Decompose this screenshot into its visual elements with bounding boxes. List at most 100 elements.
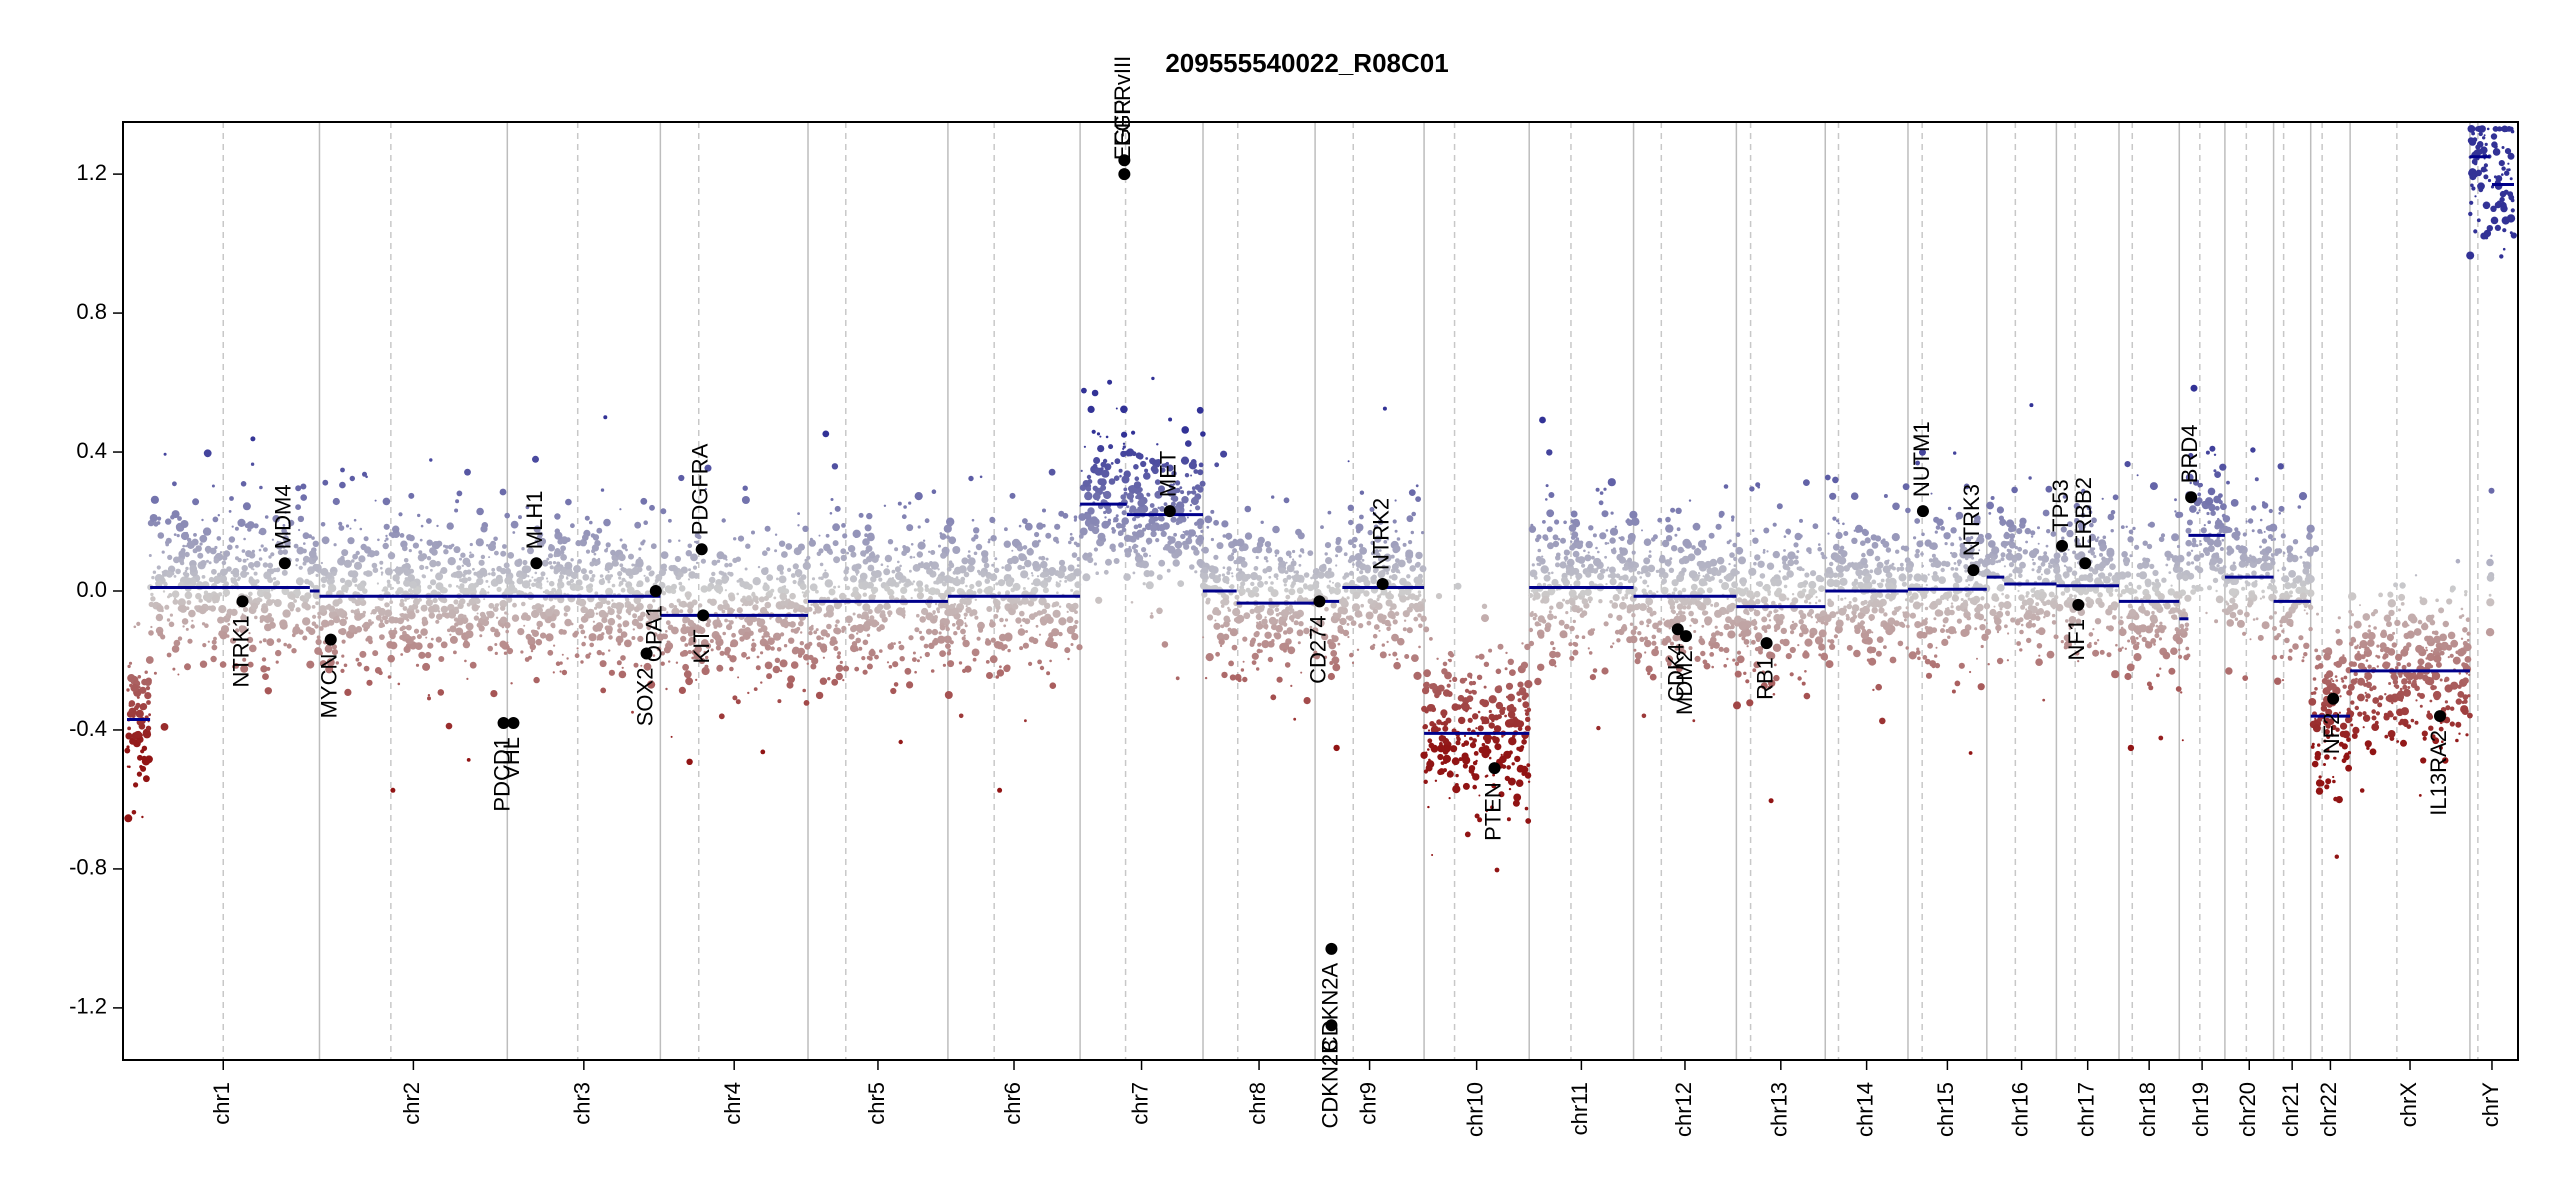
probe-point [1258,623,1264,629]
probe-point [228,510,232,513]
probe-point [510,682,513,685]
probe-point [845,585,851,591]
probe-point [971,518,975,522]
probe-point [1359,613,1363,617]
probe-point [1547,571,1551,575]
probe-point [1688,499,1692,502]
probe-point [241,565,248,572]
probe-point [866,512,873,520]
probe-point [1361,558,1365,562]
probe-point [1803,692,1811,700]
probe-point [1185,537,1193,545]
probe-point [1189,564,1195,570]
probe-point [997,591,1001,595]
probe-point [1415,484,1419,488]
probe-point [1852,597,1858,603]
probe-point [411,589,416,594]
probe-point [559,670,562,673]
probe-point [1469,707,1472,710]
probe-point [198,606,207,615]
probe-point [954,566,962,575]
probe-point [883,605,886,608]
probe-point [1055,582,1061,588]
probe-point [864,524,872,532]
probe-point [1479,698,1486,706]
probe-point [259,640,263,644]
probe-point [1181,496,1189,504]
probe-point [993,613,999,619]
probe-point [599,660,607,668]
probe-point [1731,581,1738,589]
probe-point [856,632,859,635]
probe-point [466,758,471,762]
probe-point [1595,487,1600,492]
probe-point [1796,550,1800,554]
probe-points-chr1 [124,436,322,823]
probe-point [556,588,562,594]
probe-point [576,647,579,650]
probe-point [150,592,154,597]
probe-point [914,627,920,633]
probe-point [700,558,707,564]
probe-point [824,572,828,576]
probe-point [400,613,405,618]
probe-point [1694,577,1698,580]
probe-point [1733,701,1741,710]
probe-point [1044,602,1051,609]
probe-point [1100,484,1107,491]
probe-point [1159,506,1166,512]
probe-point [780,632,785,637]
probe-point [1352,591,1361,600]
probe-point [1634,658,1641,665]
probe-point [1525,818,1532,824]
probe-point [1770,580,1777,587]
probe-point [912,580,916,583]
probe-point [408,605,414,610]
probe-point [1296,629,1304,637]
probe-point [1176,516,1184,524]
probe-point [1113,558,1120,564]
probe-point [1131,430,1136,435]
probe-point [1126,492,1135,500]
probe-point [133,782,139,788]
probe-point [235,544,239,549]
probe-point [808,630,813,636]
probe-point [1553,615,1558,619]
probe-point [211,484,215,488]
probe-point [1766,550,1769,553]
probe-point [1693,630,1697,633]
probe-point [886,565,889,568]
probe-point [803,700,810,706]
probe-point [858,512,864,518]
probe-point [1517,698,1522,703]
probe-point [685,677,693,686]
probe-point [716,664,724,672]
probe-point [556,563,560,567]
probe-point [1452,787,1459,793]
probe-point [778,540,786,547]
probe-point [1626,518,1630,521]
probe-point [1723,484,1729,489]
probe-point [1331,634,1335,639]
probe-point [580,629,586,635]
probe-point [1810,616,1814,619]
probe-point [150,495,159,504]
probe-point [905,578,911,583]
probe-point [684,591,692,599]
probe-point [408,549,412,553]
probe-point [281,528,287,534]
probe-point [428,612,435,619]
probe-point [1132,571,1136,575]
probe-point [151,575,155,580]
probe-point [1568,524,1577,532]
probe-point [1648,554,1652,559]
probe-point [835,664,844,672]
probe-point [633,596,642,605]
probe-point [409,568,414,574]
probe-point [563,612,568,617]
probe-point [1587,563,1594,570]
probe-point [767,637,775,645]
probe-point [201,518,204,522]
probe-point [1325,557,1333,565]
probe-point [1043,585,1047,588]
